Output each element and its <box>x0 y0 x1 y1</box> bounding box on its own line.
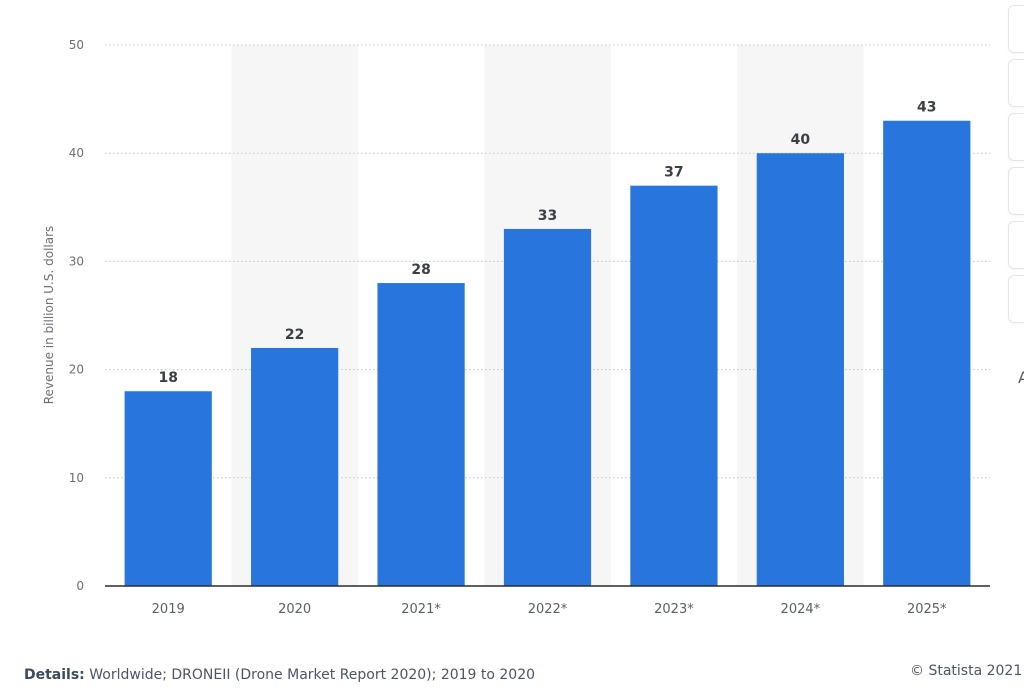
data-label: 18 <box>158 370 177 386</box>
sidebar-button-1[interactable] <box>1008 5 1024 53</box>
x-tick-label: 2025* <box>907 602 947 617</box>
bar <box>377 283 465 586</box>
x-tick-label: 2023* <box>654 602 694 617</box>
bar <box>124 391 212 586</box>
data-label: 33 <box>538 208 557 224</box>
y-tick-label: 20 <box>69 363 84 377</box>
x-tick-label: 2024* <box>781 602 821 617</box>
y-axis-label: Revenue in billion U.S. dollars <box>42 226 56 405</box>
copyright-text[interactable]: © Statista 2021 <box>910 663 1023 679</box>
bar <box>251 347 339 586</box>
sidebar-button-3[interactable] <box>1008 113 1024 161</box>
y-tick-label: 30 <box>69 254 84 268</box>
data-label: 40 <box>791 132 811 148</box>
sidebar-button-4[interactable] <box>1008 167 1024 215</box>
sidebar-button-6[interactable] <box>1008 275 1024 323</box>
details-label: Details: <box>24 667 85 683</box>
details-line: Details: Worldwide; DRONEII (Drone Marke… <box>24 667 535 683</box>
x-tick-label: 2021* <box>401 602 441 617</box>
y-tick-label: 50 <box>69 38 84 52</box>
x-tick-label: 2019 <box>152 602 185 617</box>
bar <box>756 153 844 586</box>
sidebar-button-5[interactable] <box>1008 221 1024 269</box>
sidebar-button-2[interactable] <box>1008 59 1024 107</box>
bar-chart: 0 10 20 30 40 50 Revenue in billion U.S. dolla… <box>42 38 990 617</box>
x-tick-label: 2020 <box>278 602 311 617</box>
x-tick-label: 2022* <box>528 602 568 617</box>
sidebar-partial-glyph[interactable]: A <box>1018 368 1024 387</box>
data-label: 37 <box>664 165 683 181</box>
data-label: 43 <box>917 100 936 116</box>
data-label: 22 <box>285 327 304 343</box>
data-label: 28 <box>411 262 430 278</box>
bar <box>883 120 971 587</box>
y-tick-label: 10 <box>69 471 84 485</box>
chart-area: 0 10 20 30 40 50 Revenue in billion U.S. dolla… <box>42 38 990 617</box>
bar <box>503 228 592 586</box>
bar <box>630 185 718 586</box>
y-tick-label: 40 <box>69 146 84 160</box>
details-text: Worldwide; DRONEII (Drone Market Report … <box>89 667 536 683</box>
y-tick-label: 0 <box>76 579 84 593</box>
